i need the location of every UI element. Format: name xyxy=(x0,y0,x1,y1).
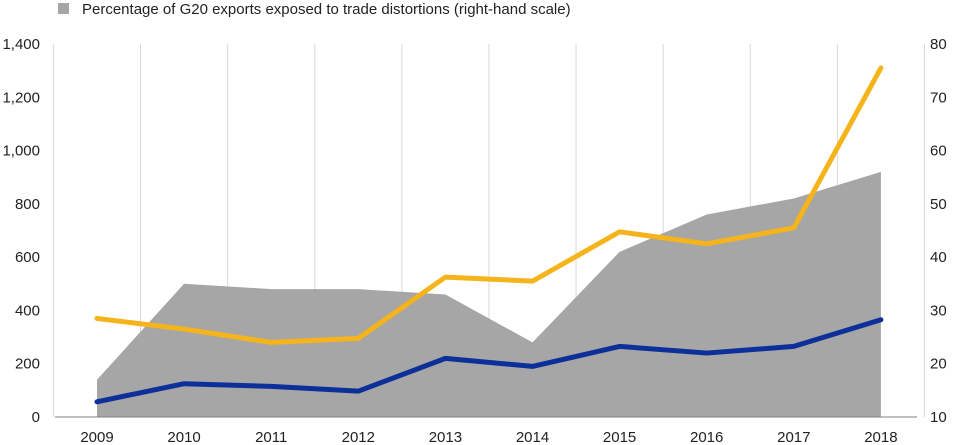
x-axis: 2009 2010 2011 2012 2013 2014 2015 2016 2017 2018 xyxy=(55,416,917,445)
left-tick-label: 600 xyxy=(15,249,40,266)
x-tick-label: 2016 xyxy=(690,429,723,445)
x-tick-label: 2017 xyxy=(777,429,810,445)
x-tick-label: 2010 xyxy=(167,429,200,445)
left-tick-label: 200 xyxy=(15,356,40,373)
right-tick-label: 10 xyxy=(930,409,947,426)
plot-area xyxy=(94,65,884,417)
series-line-2 xyxy=(94,317,884,405)
right-tick-label: 70 xyxy=(930,89,947,106)
right-axis: 10 20 30 40 50 60 70 80 xyxy=(930,36,947,426)
legend-label-area: Percentage of G20 exports exposed to tra… xyxy=(82,1,571,18)
x-tick-label: 2011 xyxy=(255,429,287,445)
right-tick-label: 80 xyxy=(930,36,947,53)
left-tick-label: 0 xyxy=(32,409,40,426)
left-tick-label: 1,200 xyxy=(2,89,40,106)
x-tick-label: 2012 xyxy=(342,429,375,445)
left-tick-label: 1,400 xyxy=(2,36,40,53)
x-tick-label: 2015 xyxy=(603,429,636,445)
right-tick-label: 30 xyxy=(930,302,947,319)
left-axis: 0 200 400 600 800 1,000 1,200 1,400 xyxy=(2,36,40,426)
right-tick-label: 60 xyxy=(930,143,947,160)
x-tick-label: 2013 xyxy=(429,429,462,445)
series-line-1 xyxy=(94,65,884,345)
x-tick-label: 2014 xyxy=(516,429,549,445)
left-tick-label: 1,000 xyxy=(2,143,40,160)
left-tick-label: 800 xyxy=(15,196,40,213)
right-tick-label: 20 xyxy=(930,356,947,373)
legend: Percentage of G20 exports exposed to tra… xyxy=(58,1,571,18)
left-tick-label: 400 xyxy=(15,302,40,319)
x-tick-label: 2009 xyxy=(80,429,113,445)
legend-swatch-area xyxy=(58,3,69,14)
right-tick-label: 50 xyxy=(930,196,947,213)
right-tick-label: 40 xyxy=(930,249,947,266)
x-tick-label: 2018 xyxy=(864,429,897,445)
series-area-0 xyxy=(97,171,881,417)
